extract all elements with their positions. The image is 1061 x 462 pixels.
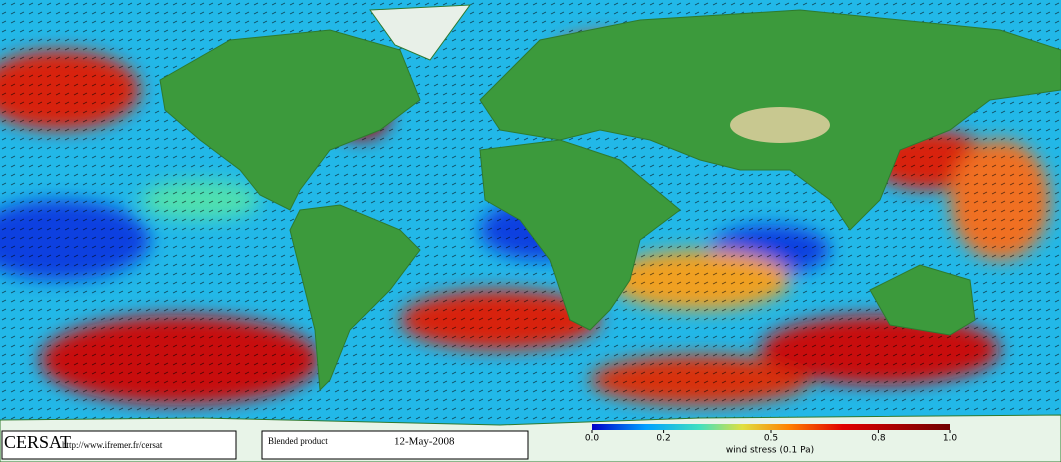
colorbar-ramp xyxy=(592,424,950,430)
colorbar-tick-label: 0.0 xyxy=(585,434,600,444)
colorbar-label: wind stress (0.1 Pa) xyxy=(726,446,814,456)
logo: CERSAT xyxy=(4,432,71,452)
colorbar: wind stress (0.1 Pa) 0.0 0.2 0.5 0.8 1.0 xyxy=(585,424,958,456)
colorbar-tick-label: 1.0 xyxy=(943,434,958,444)
colorbar-tick-label: 0.2 xyxy=(656,434,670,444)
colorbar-tick-label: 0.5 xyxy=(764,434,778,444)
logo-box xyxy=(1,430,237,460)
product: Blended product xyxy=(268,436,328,446)
date: 12-May-2008 xyxy=(394,436,455,448)
url: http://www.ifremer.fr/cersat xyxy=(62,440,163,450)
colorbar-tick-label: 0.8 xyxy=(871,434,886,444)
footer: CERSAT http://www.ifremer.fr/cersat Blen… xyxy=(1,430,529,460)
product-box xyxy=(261,430,529,460)
